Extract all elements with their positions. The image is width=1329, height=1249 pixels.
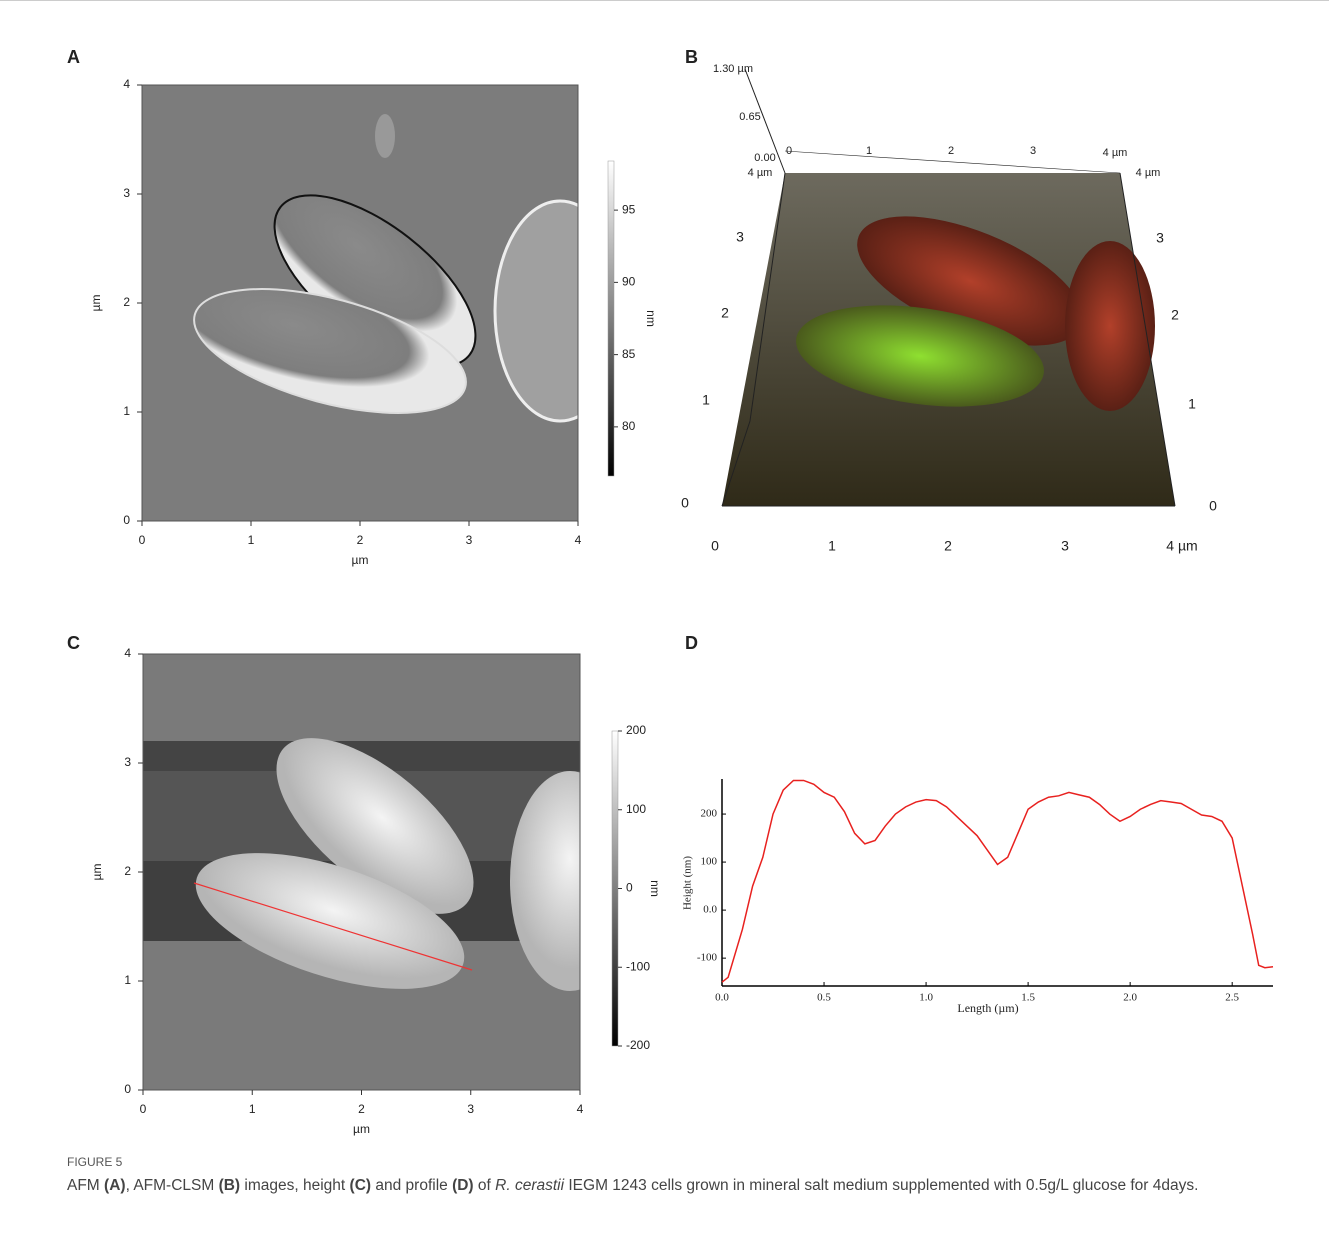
y-tick-label: 3 <box>123 186 130 200</box>
colorbar-tick-label: 85 <box>622 347 636 361</box>
y-tick-label: 3 <box>124 755 131 769</box>
x-tick-label: 1.5 <box>1021 992 1035 1004</box>
caption: FIGURE 5 AFM (A), AFM-CLSM (B) images, he… <box>67 1151 1282 1197</box>
y-tick-label: 0 <box>124 1082 131 1096</box>
figure-number: FIGURE 5 <box>67 1151 1282 1174</box>
caption-segment: AFM <box>67 1177 104 1194</box>
x-axis-label: Length (µm) <box>957 1001 1018 1015</box>
caption-segment: (B) <box>219 1177 241 1194</box>
caption-segment: (A) <box>104 1177 126 1194</box>
afm-image <box>142 85 625 521</box>
colorbar-label: nm <box>648 880 662 897</box>
axis-label-3d: 4 µm <box>1136 167 1161 179</box>
colorbar-tick-label: 95 <box>622 202 636 216</box>
caption-segment: and profile <box>371 1177 452 1194</box>
height-image <box>143 654 630 1090</box>
axis-label-3d: 2 <box>948 145 954 157</box>
caption-segment: , AFM-CLSM <box>126 1177 219 1194</box>
colorbar-tick-label: -100 <box>626 959 650 973</box>
axis-label-3d: 4 µm <box>1166 538 1197 554</box>
colorbar-tick-label: 100 <box>626 802 646 816</box>
x-tick-label: 2.5 <box>1225 992 1239 1004</box>
y-tick-label: 4 <box>123 77 130 91</box>
panel-label: D <box>685 633 698 653</box>
axis-label-3d: 3 <box>736 229 744 245</box>
x-tick-label: 4 <box>575 533 582 547</box>
y-tick-label: 4 <box>124 646 131 660</box>
y-tick-label: -100 <box>697 952 718 964</box>
axis-label-3d: 0.00 <box>754 152 775 164</box>
x-tick-label: 1.0 <box>919 992 933 1004</box>
axis-label-3d: 1.30 µm <box>713 63 753 75</box>
figure: A B C D 0 1 2 3 4 0 1 2 3 4 µm µm 80 85 90 95 nm 0 1 2 3 4 0 1 2… <box>0 1 1329 1141</box>
axis-label-3d: 0.65 <box>739 111 760 123</box>
colorbar <box>612 731 618 1046</box>
axis-label-3d: 3 <box>1030 145 1036 157</box>
x-tick-label: 2 <box>358 1102 365 1116</box>
x-tick-label: 4 <box>577 1102 584 1116</box>
axis-label-3d: 1 <box>702 392 710 408</box>
colorbar-tick-label: 200 <box>626 723 646 737</box>
x-tick-label: 0.5 <box>817 992 831 1004</box>
y-tick-label: 1 <box>124 973 131 987</box>
y-axis-label: Height (nm) <box>682 856 694 910</box>
profile-line <box>722 780 1273 982</box>
y-tick-label: 2 <box>123 295 130 309</box>
x-tick-label: 1 <box>249 1102 256 1116</box>
panel-label: B <box>685 47 698 67</box>
caption-text: AFM (A), AFM-CLSM (B) images, height (C)… <box>67 1177 1198 1194</box>
x-axis-label: µm <box>353 1122 370 1136</box>
axis-label-3d: 0 <box>786 145 792 157</box>
afm-clsm-render <box>722 69 1175 506</box>
panel-label: A <box>67 47 80 67</box>
caption-segment: (D) <box>452 1177 474 1194</box>
axis-label-3d: 3 <box>1061 538 1069 554</box>
panel-label: C <box>67 633 80 653</box>
y-tick-label: 0 <box>123 513 130 527</box>
page: A B C D 0 1 2 3 4 0 1 2 3 4 µm µm 80 85 90 95 nm 0 1 2 3 4 0 1 2… <box>0 0 1329 1249</box>
x-axis-label: µm <box>352 553 369 567</box>
axis-label-3d: 0 <box>711 538 719 554</box>
axis-label-3d: 2 <box>944 538 952 554</box>
caption-segment: IEGM 1243 cells grown in mineral salt me… <box>564 1177 1198 1194</box>
colorbar-tick-label: 0 <box>626 881 633 895</box>
colorbar-label: nm <box>644 310 658 327</box>
colorbar <box>608 161 614 476</box>
x-tick-label: 3 <box>467 1102 474 1116</box>
caption-segment: of <box>474 1177 496 1194</box>
y-tick-label: 1 <box>123 404 130 418</box>
x-tick-label: 1 <box>248 533 255 547</box>
y-axis-label: µm <box>90 864 104 881</box>
x-tick-label: 2.0 <box>1123 992 1137 1004</box>
x-tick-label: 0 <box>140 1102 147 1116</box>
x-tick-label: 3 <box>466 533 473 547</box>
axis-label-3d: 2 <box>1171 307 1179 323</box>
axis-label-3d: 1 <box>828 538 836 554</box>
colorbar-tick-label: 80 <box>622 419 636 433</box>
colorbar-tick-label: 90 <box>622 275 636 289</box>
caption-segment: R. cerastii <box>495 1177 564 1194</box>
axis-label-3d: 2 <box>721 305 729 321</box>
axis-label-3d: 1 <box>1188 396 1196 412</box>
axis-label-3d: 1 <box>866 145 872 157</box>
x-tick-label: 0.0 <box>715 992 729 1004</box>
axis-label-3d: 0 <box>1209 498 1217 514</box>
y-tick-label: 100 <box>701 856 718 868</box>
colorbar-tick-label: -200 <box>626 1038 650 1052</box>
axis-label-3d: 4 µm <box>1103 147 1128 159</box>
y-tick-label: 2 <box>124 864 131 878</box>
x-tick-label: 2 <box>357 533 364 547</box>
y-tick-label: 200 <box>701 808 718 820</box>
x-tick-label: 0 <box>139 533 146 547</box>
axis-label-3d: 3 <box>1156 230 1164 246</box>
caption-segment: images, height <box>240 1177 349 1194</box>
axis-label-3d: 0 <box>681 495 689 511</box>
y-tick-label: 0.0 <box>703 904 717 916</box>
axis-label-3d: 4 µm <box>748 167 773 179</box>
y-axis-label: µm <box>89 295 103 312</box>
caption-segment: (C) <box>350 1177 372 1194</box>
